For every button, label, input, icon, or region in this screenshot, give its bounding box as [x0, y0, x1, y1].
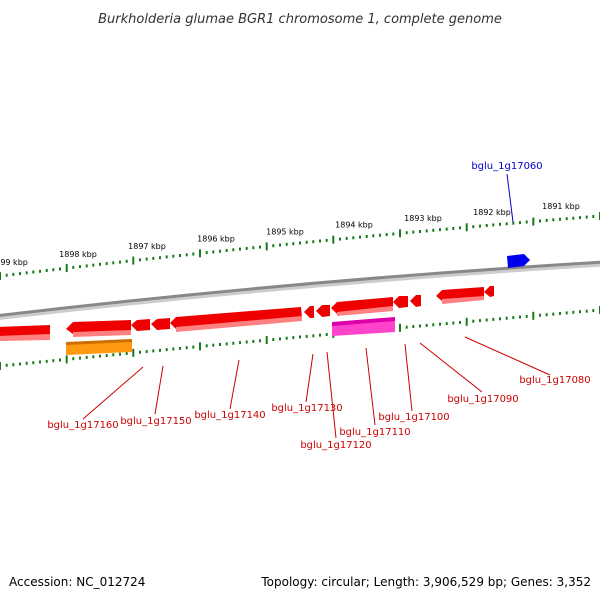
scale-tick-label: 1899 kbp: [0, 258, 28, 267]
scale-tick-label: 1891 kbp: [542, 202, 580, 211]
gene-label-bglu-1g17080[interactable]: bglu_1g17080: [519, 375, 590, 386]
scale-tick-label: 1893 kbp: [404, 214, 442, 223]
leader-line-bglu-1g17100: [404, 343, 413, 412]
leader-line-bglu-1g17080: [464, 336, 551, 376]
gene-feature-bglu-1g17120[interactable]: [304, 306, 314, 318]
gene-feature-bglu-1g17090-b[interactable]: [410, 295, 421, 307]
page-title: Burkholderia glumae BGR1 chromosome 1, c…: [98, 12, 502, 27]
scale-tick-labels: 1891 kbp 1892 kbp 1893 kbp 1894 kbp 1895 kbp…: [0, 202, 580, 267]
genome-summary-text: Topology: circular; Length: 3,906,529 bp…: [260, 575, 591, 589]
leader-line-bglu-1g17090: [419, 342, 483, 393]
gene-feature-bglu-1g17110[interactable]: [316, 305, 330, 317]
gene-feature-bglu-1g17100[interactable]: [331, 297, 393, 316]
rna-feature[interactable]: [332, 317, 395, 336]
scale-tick-label: 1896 kbp: [197, 235, 235, 244]
gene-label-layer: bglu_1g17060 bglu_1g17080 bglu_1g17090 b…: [47, 161, 590, 451]
leader-line-bglu-1g17150: [154, 365, 164, 415]
gene-label-bglu-1g17120[interactable]: bglu_1g17120: [300, 440, 371, 451]
gene-feature-small-red[interactable]: [484, 286, 494, 297]
leader-line-bglu-1g17140: [229, 359, 240, 410]
accession-text: Accession: NC_012724: [9, 575, 145, 589]
gene-label-bglu-1g17090[interactable]: bglu_1g17090: [447, 394, 518, 405]
gene-feature-bglu-1g17140-a[interactable]: [131, 319, 150, 331]
scale-tick-label: 1897 kbp: [128, 242, 166, 251]
leader-line-bglu-1g17060: [506, 173, 514, 223]
scale-tick-label: 1894 kbp: [335, 221, 373, 230]
gene-label-bglu-1g17110[interactable]: bglu_1g17110: [339, 427, 410, 438]
gene-feature-bglu-1g17150[interactable]: [66, 320, 131, 337]
gene-label-bglu-1g17150[interactable]: bglu_1g17150: [120, 416, 191, 427]
outer-scale-ticks: [0, 212, 600, 280]
gene-feature-bglu-1g17090-a[interactable]: [393, 296, 408, 308]
leader-line-bglu-1g17110: [365, 347, 376, 426]
gene-feature-bglu-1g17140-b[interactable]: [151, 318, 170, 330]
gene-label-bglu-1g17140[interactable]: bglu_1g17140: [194, 410, 265, 421]
other-feature[interactable]: [66, 339, 132, 355]
gene-label-bglu-1g17060[interactable]: bglu_1g17060: [471, 161, 542, 172]
gene-label-bglu-1g17130[interactable]: bglu_1g17130: [271, 403, 342, 414]
gene-label-bglu-1g17160[interactable]: bglu_1g17160: [47, 420, 118, 431]
gene-feature-bglu-1g17060[interactable]: [507, 254, 530, 268]
scale-tick-label: 1895 kbp: [266, 228, 304, 237]
chromosome-backbone: [0, 260, 600, 317]
leader-line-bglu-1g17120: [326, 351, 337, 439]
scale-tick-label: 1898 kbp: [59, 250, 97, 259]
scale-tick-label: 1892 kbp: [473, 208, 511, 217]
chromosome-backbone-shadow: [0, 261, 600, 320]
gene-label-bglu-1g17100[interactable]: bglu_1g17100: [378, 412, 449, 423]
gene-feature-bglu-1g17080[interactable]: [436, 287, 484, 304]
leader-line-bglu-1g17160: [82, 366, 144, 420]
reverse-strand-genes: [0, 286, 494, 341]
gene-feature-bglu-1g17160-cds[interactable]: [0, 325, 50, 341]
leader-line-bglu-1g17130: [305, 353, 314, 403]
gene-feature-bglu-1g17130[interactable]: [170, 307, 302, 332]
